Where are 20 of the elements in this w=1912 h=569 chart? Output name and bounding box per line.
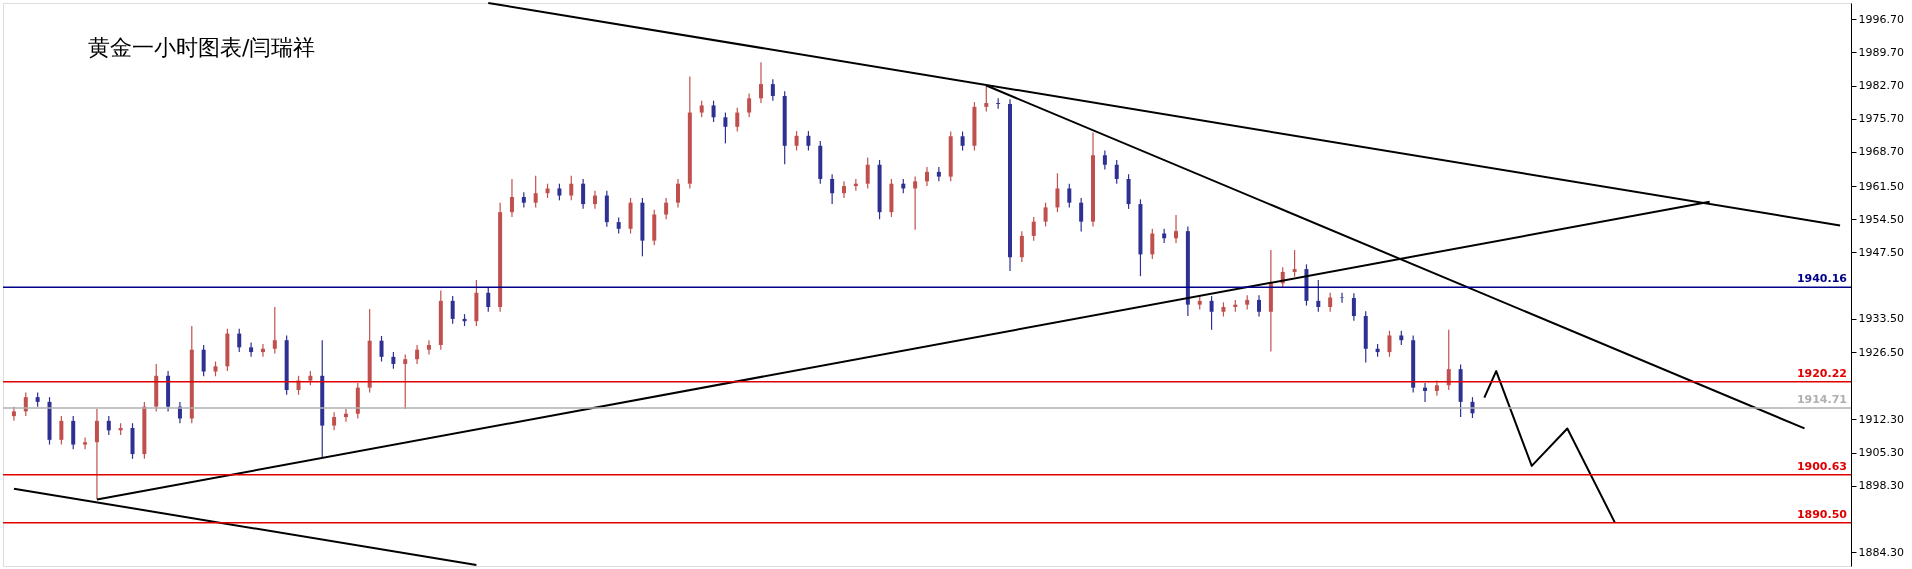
ref-line-label: 1914.71 bbox=[1796, 393, 1847, 407]
y-tick-label: 1905.30 bbox=[1858, 446, 1904, 460]
ref-line-label: 1900.63 bbox=[1796, 459, 1847, 473]
ref-line-label: 1920.22 bbox=[1796, 366, 1847, 380]
ref-line-label: 1890.50 bbox=[1796, 507, 1848, 521]
y-tick-label: 1926.50 bbox=[1858, 345, 1904, 359]
y-tick-label: 1933.50 bbox=[1858, 312, 1904, 326]
y-tick-label: 1989.70 bbox=[1858, 45, 1904, 59]
ref-line-label: 1940.16 bbox=[1796, 272, 1848, 286]
y-tick-label: 1968.70 bbox=[1858, 145, 1904, 159]
y-tick-label: 1947.50 bbox=[1858, 245, 1904, 259]
text: 黄金一小时图表/闫瑞祥 bbox=[88, 35, 316, 60]
y-tick-label: 1912.30 bbox=[1858, 412, 1904, 426]
y-tick-label: 1954.50 bbox=[1858, 212, 1904, 226]
y-tick-label: 1961.50 bbox=[1858, 179, 1904, 193]
y-tick-label: 1975.70 bbox=[1858, 112, 1904, 126]
y-tick-label: 1884.30 bbox=[1858, 545, 1904, 559]
y-tick-label: 1996.70 bbox=[1858, 12, 1904, 26]
y-tick-label: 1982.70 bbox=[1858, 79, 1904, 93]
y-tick-label: 1898.30 bbox=[1858, 479, 1904, 493]
